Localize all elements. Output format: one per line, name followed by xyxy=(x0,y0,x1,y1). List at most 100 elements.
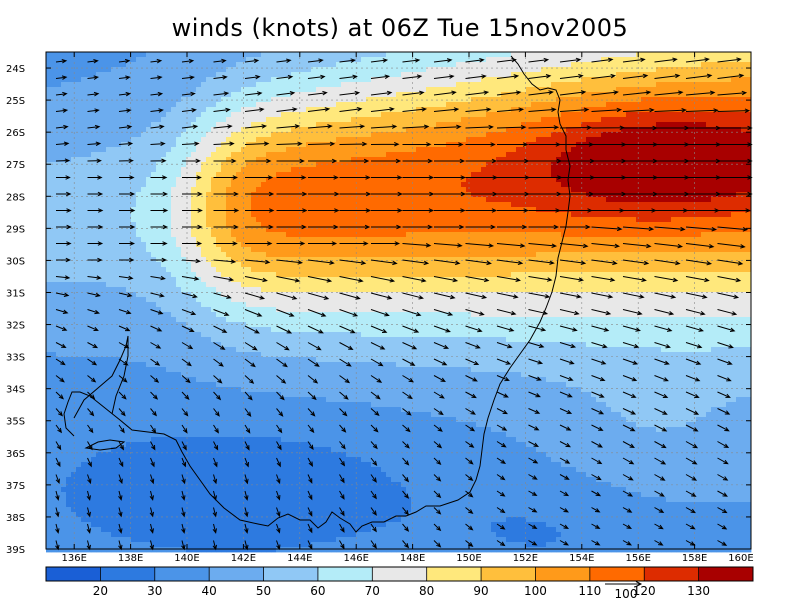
field-cell xyxy=(476,217,482,223)
field-cell xyxy=(691,217,697,223)
field-cell xyxy=(166,187,172,193)
field-cell xyxy=(656,147,662,153)
field-cell xyxy=(246,127,252,133)
field-cell xyxy=(246,137,252,143)
field-cell xyxy=(396,192,402,198)
field-cell xyxy=(606,152,612,158)
field-cell xyxy=(246,207,252,213)
field-cell xyxy=(311,82,317,88)
field-cell xyxy=(616,192,622,198)
field-cell xyxy=(426,87,432,93)
field-cell xyxy=(181,132,187,138)
field-cell xyxy=(561,87,567,93)
field-cell xyxy=(666,167,672,173)
field-cell xyxy=(691,162,697,168)
field-cell xyxy=(331,97,337,103)
field-cell xyxy=(286,197,292,203)
field-cell xyxy=(661,122,667,128)
field-cell xyxy=(471,152,477,158)
field-cell xyxy=(186,77,192,83)
field-cell xyxy=(516,77,522,83)
field-cell xyxy=(81,52,87,58)
field-cell xyxy=(276,152,282,158)
field-cell xyxy=(501,197,507,203)
field-cell xyxy=(121,137,127,143)
field-cell xyxy=(106,112,112,118)
field-cell xyxy=(431,177,437,183)
field-cell xyxy=(571,127,577,133)
field-cell xyxy=(461,142,467,148)
field-cell xyxy=(436,122,442,128)
field-cell xyxy=(486,77,492,83)
field-cell xyxy=(416,212,422,218)
field-cell xyxy=(616,92,622,98)
field-cell xyxy=(471,77,477,83)
field-cell xyxy=(306,172,312,178)
field-cell xyxy=(56,162,62,168)
field-cell xyxy=(471,207,477,213)
field-cell xyxy=(521,102,527,108)
field-cell xyxy=(231,192,237,198)
field-cell xyxy=(366,182,372,188)
field-cell xyxy=(211,207,217,213)
field-cell xyxy=(586,122,592,128)
field-cell xyxy=(81,207,87,213)
field-cell xyxy=(431,87,437,93)
field-cell xyxy=(156,102,162,108)
field-cell xyxy=(276,197,282,203)
field-cell xyxy=(521,122,527,128)
field-cell xyxy=(226,97,232,103)
field-cell xyxy=(576,217,582,223)
field-cell xyxy=(186,187,192,193)
field-cell xyxy=(66,172,72,178)
field-cell xyxy=(611,132,617,138)
field-cell xyxy=(346,137,352,143)
field-cell xyxy=(546,157,552,163)
field-cell xyxy=(346,82,352,88)
field-cell xyxy=(266,192,272,198)
field-cell xyxy=(51,137,57,143)
field-cell xyxy=(401,72,407,78)
field-cell xyxy=(116,207,122,213)
field-cell xyxy=(741,57,747,63)
field-cell xyxy=(221,177,227,183)
field-cell xyxy=(476,182,482,188)
field-cell xyxy=(196,147,202,153)
field-cell xyxy=(271,127,277,133)
field-cell xyxy=(366,152,372,158)
field-cell xyxy=(386,62,392,68)
field-cell xyxy=(406,147,412,153)
field-cell xyxy=(336,142,342,148)
field-cell xyxy=(326,227,332,233)
field-cell xyxy=(51,97,57,103)
field-cell xyxy=(246,192,252,198)
field-cell xyxy=(336,72,342,78)
field-cell xyxy=(526,82,532,88)
field-cell xyxy=(401,52,407,58)
field-cell xyxy=(186,177,192,183)
field-cell xyxy=(521,217,527,223)
field-cell xyxy=(266,107,272,113)
field-cell xyxy=(606,52,612,58)
field-cell xyxy=(366,67,372,73)
field-cell xyxy=(556,77,562,83)
field-cell xyxy=(571,217,577,223)
field-cell xyxy=(436,137,442,143)
field-cell xyxy=(106,67,112,73)
field-cell xyxy=(211,87,217,93)
field-cell xyxy=(481,77,487,83)
field-cell xyxy=(186,157,192,163)
field-cell xyxy=(226,217,232,223)
field-cell xyxy=(176,87,182,93)
field-cell xyxy=(61,192,67,198)
field-cell xyxy=(591,67,597,73)
field-cell xyxy=(151,187,157,193)
field-cell xyxy=(221,222,227,228)
field-cell xyxy=(81,212,87,218)
field-cell xyxy=(71,87,77,93)
field-cell xyxy=(651,182,657,188)
field-cell xyxy=(366,52,372,58)
field-cell xyxy=(396,82,402,88)
field-cell xyxy=(396,152,402,158)
field-cell xyxy=(356,172,362,178)
